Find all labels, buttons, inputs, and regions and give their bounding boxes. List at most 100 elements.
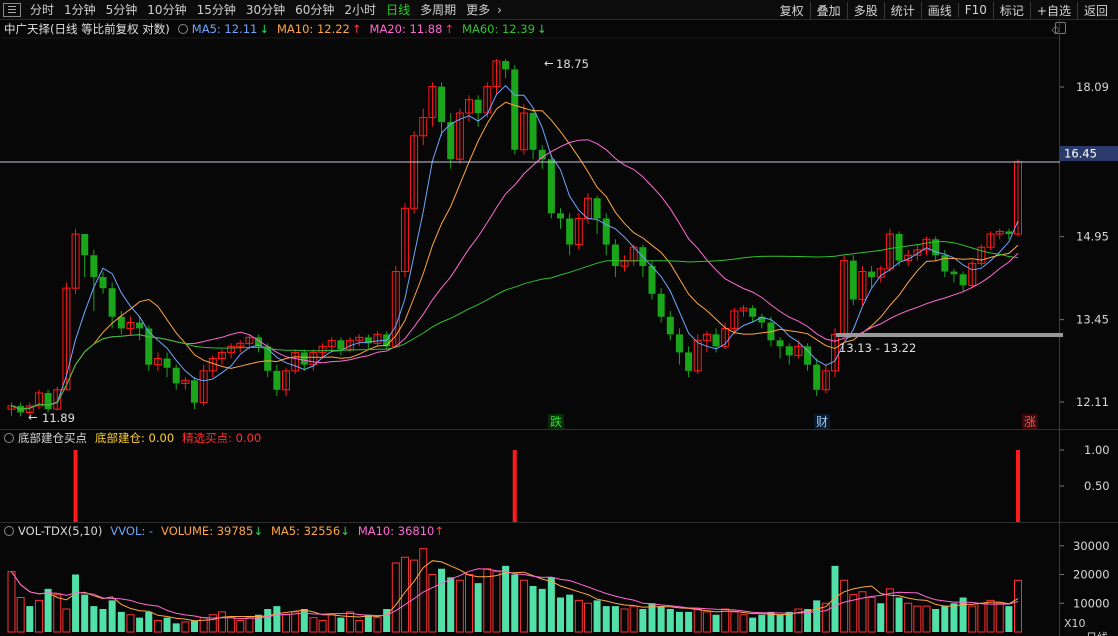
period-tab[interactable]: 15分钟 xyxy=(196,3,236,17)
volume-bar xyxy=(885,588,894,633)
maximize-pane-icon[interactable] xyxy=(1055,22,1066,34)
indicator-tick-label: 0.50 xyxy=(1084,479,1110,493)
stock-title[interactable]: 中广天择(日线 等比前复权 对数) xyxy=(4,22,170,36)
candle-body xyxy=(245,336,254,344)
volume-bar xyxy=(245,617,254,633)
period-tab[interactable]: 10分钟 xyxy=(147,3,187,17)
candle-body xyxy=(44,392,52,410)
volume-bar xyxy=(913,605,922,633)
volume-ma10-value: MA10: 36810 xyxy=(357,524,435,538)
candle-body xyxy=(181,379,190,384)
candle-body xyxy=(932,239,940,256)
candle-body xyxy=(264,346,272,371)
vvol-value: VVOL: - xyxy=(110,524,154,538)
price-tick-label: 14.95 xyxy=(1076,230,1109,244)
volume-tick-label: 10000 xyxy=(1073,596,1110,610)
volume-bar xyxy=(373,617,382,633)
volume-bar xyxy=(941,606,949,632)
toolbar-button[interactable]: 叠加 xyxy=(809,1,847,19)
settings-circle-icon[interactable] xyxy=(4,433,14,443)
candle-body xyxy=(447,122,455,160)
volume-bar xyxy=(227,617,236,633)
volume-bar xyxy=(922,605,931,633)
volume-bar xyxy=(62,608,71,633)
candle-body xyxy=(53,389,62,410)
volume-bar xyxy=(181,621,190,633)
candle-body xyxy=(557,213,564,219)
candle-body xyxy=(419,117,428,137)
indicator-value-1: 底部建仓: 0.00 xyxy=(95,431,175,445)
toolbar-button[interactable]: +自选 xyxy=(1029,1,1077,19)
marker-cai: 财 xyxy=(816,415,828,429)
candle-body xyxy=(529,113,537,150)
candle-body xyxy=(273,370,281,390)
period-tab[interactable]: 60分钟 xyxy=(295,3,335,17)
volume-bar xyxy=(53,594,62,633)
toolbar-button[interactable]: 多股 xyxy=(846,1,884,19)
volume-bar xyxy=(895,597,903,632)
toolbar-button[interactable]: 统计 xyxy=(883,1,921,19)
candle-body xyxy=(519,112,528,151)
period-tab[interactable]: 2小时 xyxy=(344,3,377,17)
volume-bar xyxy=(813,600,821,632)
volume-indicator-name[interactable]: VOL-TDX(5,10) xyxy=(18,524,103,538)
candle-body xyxy=(941,255,949,272)
chevron-right-icon[interactable]: › xyxy=(497,2,502,17)
candle-body xyxy=(675,334,683,353)
candle-body xyxy=(922,238,931,251)
volume-bar xyxy=(995,602,1004,633)
candle-body xyxy=(300,352,308,365)
current-price-box xyxy=(1060,146,1118,161)
period-tab[interactable]: 更多 xyxy=(466,3,491,17)
volume-bar xyxy=(117,611,125,632)
period-tab[interactable]: 多周期 xyxy=(420,3,457,17)
volume-bar xyxy=(629,605,638,633)
buy-signal-bar xyxy=(73,450,78,522)
candle-body xyxy=(90,255,98,278)
volume-bar xyxy=(648,603,656,632)
toolbar-button[interactable]: 返回 xyxy=(1076,1,1114,19)
candle-body xyxy=(455,112,464,160)
volume-bar xyxy=(264,609,272,632)
volume-bar xyxy=(849,594,858,633)
period-tab[interactable]: 分时 xyxy=(30,3,55,17)
menu-icon[interactable] xyxy=(3,2,21,17)
toolbar-button[interactable]: F10 xyxy=(957,3,993,17)
candle-body xyxy=(428,86,437,119)
toolbar-button[interactable]: 复权 xyxy=(779,3,804,18)
price-tick-label: 12.11 xyxy=(1076,395,1109,409)
volume-legend: VOL-TDX(5,10) VVOL: - VOLUME: 39785 ↓ MA5… xyxy=(4,523,452,539)
candle-body xyxy=(438,86,446,123)
toolbar-button[interactable]: 画线 xyxy=(920,1,958,19)
period-tab[interactable]: 5分钟 xyxy=(105,3,138,17)
volume-bar xyxy=(685,611,693,632)
toolbar-button[interactable]: 标记 xyxy=(992,1,1030,19)
candle-body xyxy=(337,340,345,350)
settings-circle-icon[interactable] xyxy=(177,24,188,34)
candle-body xyxy=(730,310,739,329)
settings-circle-icon[interactable] xyxy=(4,526,14,536)
price-tick-label: 18.09 xyxy=(1076,80,1109,94)
period-tab[interactable]: 1分钟 xyxy=(64,3,96,17)
period-tab[interactable]: 30分钟 xyxy=(245,3,286,17)
candle-body xyxy=(712,334,720,347)
candle-body xyxy=(81,234,89,256)
candle-body xyxy=(400,207,409,273)
volume-bar xyxy=(99,609,107,632)
ma5-legend: MA5: 12.11 ↓ xyxy=(191,22,269,36)
volume-bar xyxy=(611,606,619,632)
candle-body xyxy=(794,345,803,356)
candle-body xyxy=(885,233,894,270)
indicator-name[interactable]: 底部建仓买点 xyxy=(18,431,87,445)
marker-zhang-bg xyxy=(1022,414,1038,429)
candle-body xyxy=(136,322,144,329)
volume-bar xyxy=(904,602,913,633)
volume-bar xyxy=(767,611,775,632)
volume-bar xyxy=(840,579,849,633)
period-tab[interactable]: 日线 xyxy=(386,3,411,17)
volume-bar xyxy=(309,617,318,633)
volume-bar xyxy=(666,609,674,632)
right-toolbar: 复权 叠加 多股 统计 画线 F10 标记 +自选 返回 xyxy=(774,0,1114,20)
volume-bar xyxy=(785,611,793,632)
